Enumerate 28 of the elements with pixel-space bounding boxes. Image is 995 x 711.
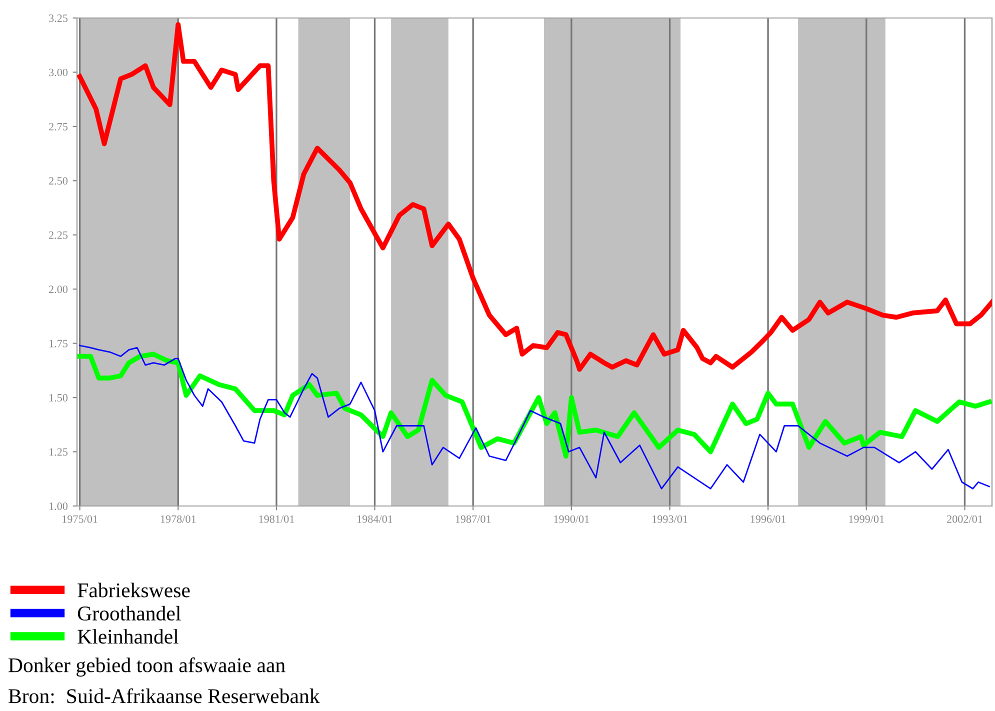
x-tick-label: 1987/01 (456, 515, 491, 523)
x-tick-label: 1990/01 (554, 515, 589, 523)
y-tick-label: 1.50 (50, 394, 68, 402)
legend-label: Groothandel (78, 606, 181, 621)
line-series (77, 352, 992, 459)
legend-label: Fabriekswese (78, 582, 190, 598)
y-tick-label: 3.00 (49, 68, 68, 76)
text: Donker gebied toon afswaaie aan (8, 657, 286, 677)
x-tick-label: 1996/01 (750, 515, 786, 523)
y-tick-label: 2.75 (49, 122, 68, 130)
line-series (77, 22, 992, 372)
y-tick-label: 1.25 (50, 448, 68, 456)
line-series (79, 344, 990, 490)
y-tick-label: 2.00 (49, 286, 68, 294)
x-tick-label: 1975/01 (62, 515, 98, 523)
text: Bron: Suid-Afrikaanse Reserwebank (8, 688, 320, 704)
y-tick-label: 1.00 (50, 502, 68, 510)
x-tick-label: 1984/01 (358, 515, 392, 523)
y-tick-label: 1.75 (50, 340, 68, 348)
x-tick-label: 1981/01 (259, 515, 294, 523)
y-tick-label: 2.50 (49, 177, 68, 185)
x-tick-label: 1993/01 (652, 515, 688, 523)
x-tick-label: 1999/01 (849, 515, 884, 523)
y-tick-label: 2.25 (49, 231, 68, 239)
x-tick-label: 2002/01 (947, 515, 982, 523)
y-tick-label: 3.25 (49, 14, 68, 22)
x-tick-label: 1978/01 (160, 515, 196, 523)
legend-label: Kleinhandel (78, 629, 178, 644)
